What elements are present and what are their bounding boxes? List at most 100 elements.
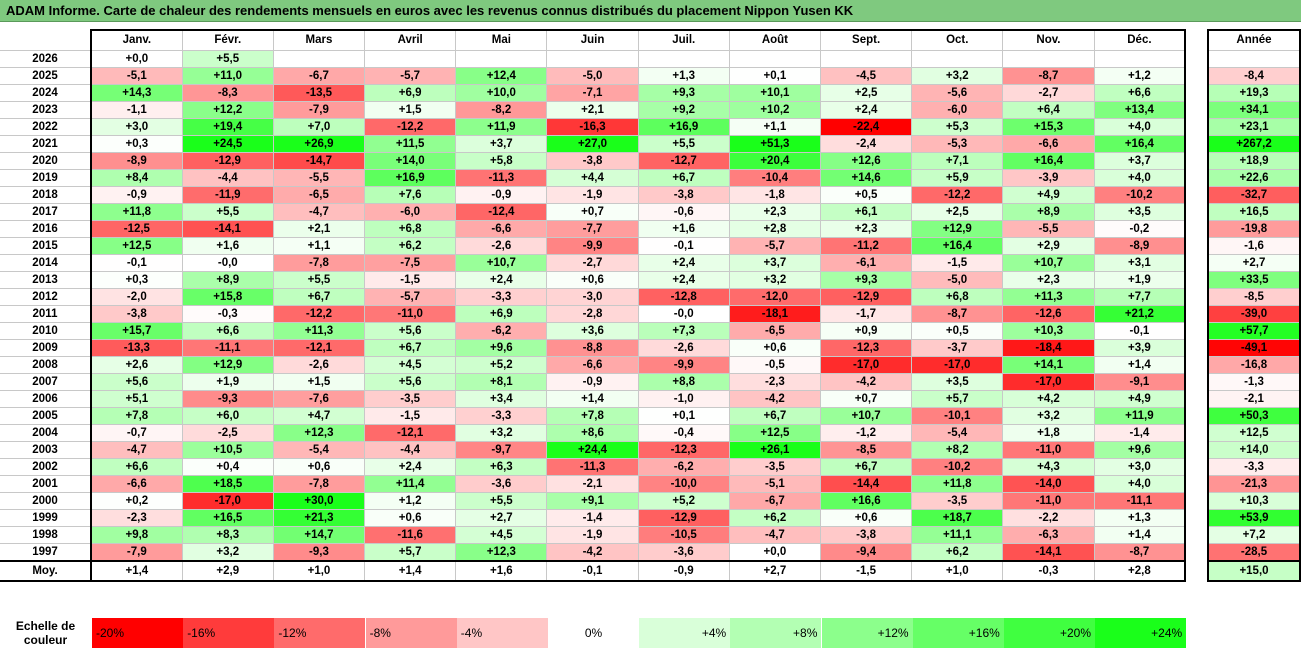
heatmap-cell: +5,6 [89, 372, 183, 391]
annual-cell: +2,7 [1207, 253, 1301, 272]
heatmap-cell: +4,5 [455, 525, 548, 544]
heatmap-cell: -0,7 [89, 423, 183, 442]
year-label: 2000 [0, 491, 92, 510]
year-label: 2008 [0, 355, 92, 374]
year-label: 2019 [0, 168, 92, 187]
heatmap-cell: +4,3 [1002, 457, 1095, 476]
year-label: 2010 [0, 321, 92, 340]
heatmap-cell: -1,4 [1093, 423, 1187, 442]
heatmap-cell: -0,3 [181, 304, 274, 323]
heatmap-cell: +9,3 [637, 83, 730, 102]
heatmap-cell: +8,2 [911, 440, 1004, 459]
annual-cell: +53,9 [1207, 508, 1301, 527]
annual-cell: +10,3 [1207, 491, 1301, 510]
color-scale-swatch: -16% [183, 618, 275, 648]
heatmap-cell: +5,5 [455, 491, 548, 510]
heatmap-cell: -10,5 [637, 525, 730, 544]
heatmap-cell: -3,3 [455, 287, 548, 306]
heatmap-cell: -2,6 [455, 236, 548, 255]
heatmap-cell: -12,9 [637, 508, 730, 527]
annual-row: -39,0 [1207, 304, 1301, 323]
heatmap-cell: +5,9 [911, 168, 1004, 187]
heatmap-cell: +16,5 [181, 508, 274, 527]
heatmap-cell: +9,2 [637, 100, 730, 119]
heatmap-cell: -7,5 [364, 253, 457, 272]
heatmap-cell: +7,8 [546, 406, 639, 425]
heatmap-cell: -3,3 [455, 406, 548, 425]
annual-row: -49,1 [1207, 338, 1301, 357]
heatmap-cell: -10,1 [911, 406, 1004, 425]
year-row: 2019 +8,4 -4,4 -5,5 +16,9 -11,3 +4,4 +6,7 -10,4 +… [0, 168, 1187, 187]
heatmap-cell: -10,2 [1093, 185, 1187, 204]
heatmap-cell: +4,0 [1093, 117, 1187, 136]
average-cell: +1,0 [272, 559, 366, 582]
heatmap-cell: +16,9 [637, 117, 730, 136]
heatmap-cell: +1,3 [1093, 508, 1187, 527]
heatmap-cell: +2,6 [89, 355, 183, 374]
year-row: 2004 -0,7 -2,5 +12,3 -12,1 +3,2 +8,6 -0,4 +12,5-… [0, 423, 1187, 442]
color-scale-swatch: +24% [1095, 618, 1187, 648]
average-cell: +1,0 [911, 559, 1004, 582]
heatmap-cell: +10,7 [455, 253, 548, 272]
color-scale-swatch: -12% [274, 618, 366, 648]
heatmap-cell: -0,4 [637, 423, 730, 442]
heatmap-cell: +2,4 [637, 253, 730, 272]
color-scale-swatch: +12% [821, 618, 913, 648]
heatmap-cell: -1,5 [364, 270, 457, 289]
heatmap-cell: -0,0 [637, 304, 730, 323]
annual-row: -32,7 [1207, 185, 1301, 204]
heatmap-cell: +2,5 [911, 202, 1004, 221]
heatmap-cell: +3,2 [728, 270, 822, 289]
column-header-7: Juil. [637, 29, 730, 51]
heatmap-cell: +11,4 [364, 474, 457, 493]
heatmap-cell: +1,9 [181, 372, 274, 391]
heatmap-cell: +4,0 [1093, 474, 1187, 493]
heatmap-cell: +6,7 [728, 406, 822, 425]
heatmap-cell: -6,6 [546, 355, 639, 374]
heatmap-cell: +9,3 [819, 270, 913, 289]
heatmap-cell: -2,7 [1002, 83, 1095, 102]
heatmap-cell: -7,1 [546, 83, 639, 102]
heatmap-cell: +6,1 [819, 202, 913, 221]
heatmap-cell: +11,3 [1002, 287, 1095, 306]
annual-row: +50,3 [1207, 406, 1301, 425]
year-row: 2003 -4,7 +10,5 -5,4 -4,4 -9,7 +24,4 -12,3 +26,1… [0, 440, 1187, 459]
heatmap-cell: +10,0 [455, 83, 548, 102]
annual-cell: +19,3 [1207, 83, 1301, 102]
heatmap-cell: -3,6 [637, 542, 730, 562]
heatmap-cell: +1,9 [1093, 270, 1187, 289]
heatmap-cell: +16,4 [1093, 134, 1187, 153]
average-cell: -1,5 [819, 559, 913, 582]
heatmap-cell: +4,9 [1002, 185, 1095, 204]
heatmap-cell: -2,7 [546, 253, 639, 272]
annual-cell: +34,1 [1207, 100, 1301, 119]
column-header-12: Déc. [1093, 29, 1187, 51]
heatmap-cell: +6,7 [272, 287, 366, 306]
heatmap-cell: +2,3 [1002, 270, 1095, 289]
year-row: 2018 -0,9 -11,9 -6,5 +7,6 -0,9 -1,9 -3,8 -1,8 +0,… [0, 185, 1187, 204]
year-label: 2017 [0, 202, 92, 221]
heatmap-cell: -12,6 [1002, 304, 1095, 323]
heatmap-cell: +11,1 [911, 525, 1004, 544]
heatmap-cell: -8,8 [546, 338, 639, 357]
heatmap-cell: -5,5 [1002, 219, 1095, 238]
annual-cell: -49,1 [1207, 338, 1301, 357]
average-cell: +2,8 [1093, 559, 1187, 582]
heatmap-cell: +5,7 [364, 542, 457, 562]
heatmap-cell: -11,6 [364, 525, 457, 544]
heatmap-cell: +4,7 [272, 406, 366, 425]
annual-cell: +267,2 [1207, 134, 1301, 153]
heatmap-cell: -7,9 [89, 542, 183, 562]
heatmap-cell: -4,4 [364, 440, 457, 459]
year-label: 2024 [0, 83, 92, 102]
heatmap-cell: +8,3 [181, 525, 274, 544]
column-header-4: Avril [364, 29, 457, 51]
year-row: 2022 +3,0 +19,4 +7,0 -12,2 +11,9 -16,3 +16,9 +1,… [0, 117, 1187, 136]
annual-cell: +12,5 [1207, 423, 1301, 442]
heatmap-cell [272, 49, 366, 68]
heatmap-cell: -3,9 [1002, 168, 1095, 187]
average-cell: +1,4 [364, 559, 457, 582]
heatmap-cell: +15,7 [89, 321, 183, 340]
heatmap-cell: -6,2 [455, 321, 548, 340]
heatmap-cell: +11,9 [1093, 406, 1187, 425]
